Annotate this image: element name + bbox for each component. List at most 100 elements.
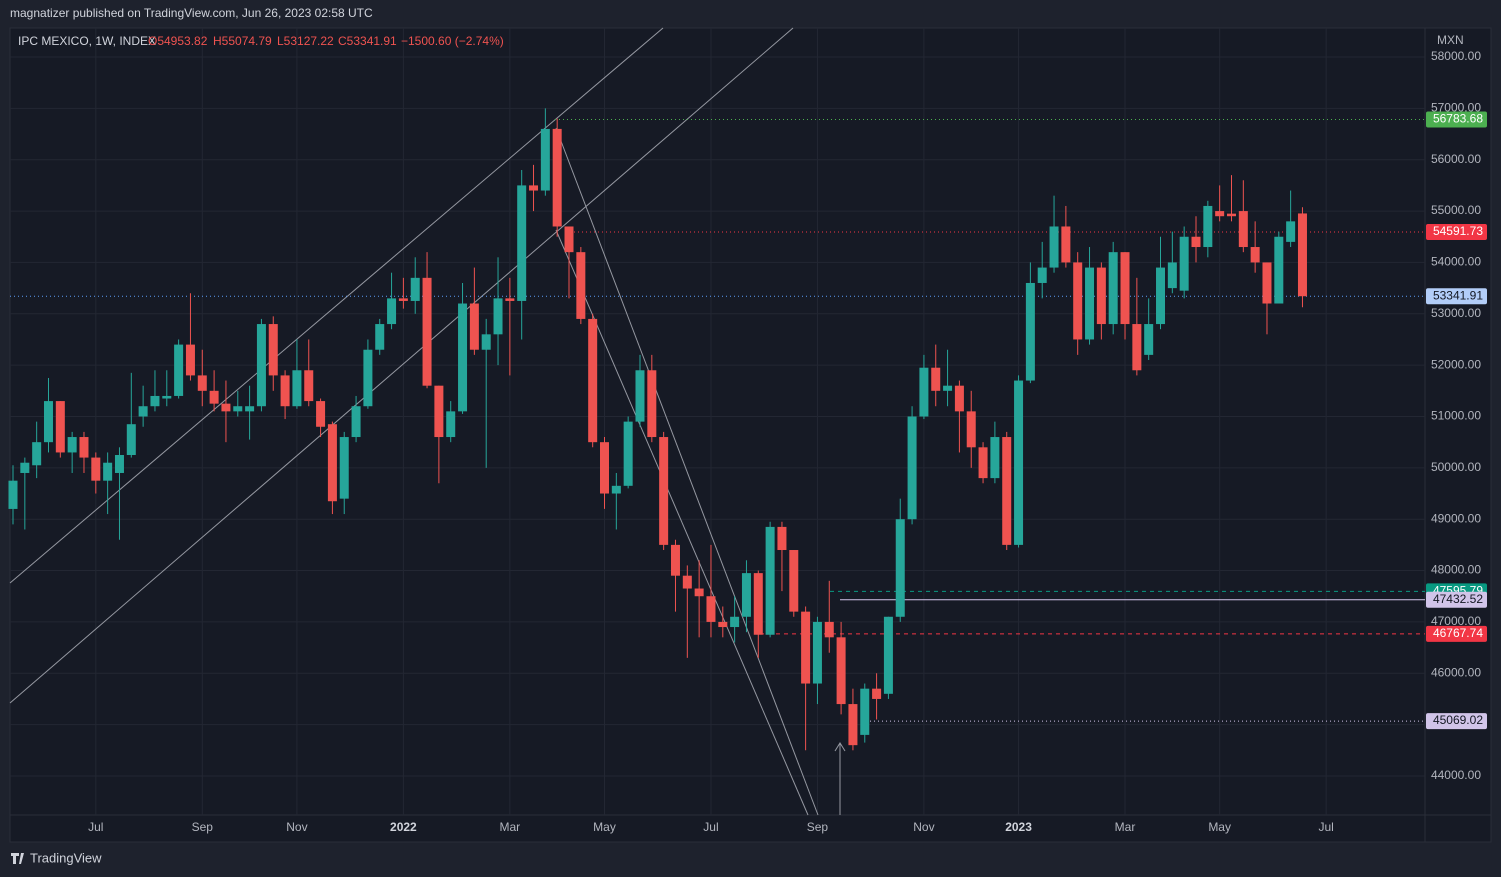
legend: IPC MEXICO, 1W, INDEX O54953.82 H55074.7…: [18, 34, 504, 48]
candle-body: [1014, 380, 1024, 545]
candle-body: [576, 252, 586, 319]
price-label: 45069.02: [1433, 713, 1483, 727]
price-label-bg: [1426, 288, 1487, 305]
candle-body: [150, 395, 160, 407]
candle-body: [1167, 262, 1177, 289]
x-tick-label: Nov: [913, 820, 934, 834]
candle-body: [197, 375, 207, 391]
candle-body: [718, 621, 728, 628]
candle-body: [280, 375, 290, 407]
candle-body: [1215, 211, 1225, 217]
arrow-head: [834, 742, 846, 752]
candle-body: [67, 437, 77, 453]
candle-body: [1179, 236, 1189, 291]
candle-body: [860, 688, 870, 735]
candle-body: [1085, 267, 1095, 340]
trend-line: [9, 27, 794, 704]
candle-body: [221, 403, 231, 412]
candle-body: [753, 573, 763, 635]
candle-body: [990, 437, 1000, 479]
candle-body: [32, 442, 42, 466]
x-tick-label: Jul: [703, 820, 718, 834]
candle-body: [635, 370, 645, 422]
price-label-bg: [1426, 625, 1487, 642]
candle-body: [872, 688, 882, 699]
candle-body: [623, 421, 633, 486]
candle-body: [138, 406, 148, 417]
candle-body: [824, 621, 834, 638]
candle-body: [907, 416, 917, 520]
candle-body: [540, 128, 550, 191]
price-label: 54591.73: [1433, 224, 1483, 238]
candle-body: [1226, 213, 1236, 217]
candle-body: [126, 424, 136, 456]
candle-body: [1049, 226, 1059, 268]
x-tick-label: May: [593, 820, 616, 834]
candle-body: [564, 226, 574, 253]
y-tick-label: 51000.00: [1431, 409, 1481, 423]
candle-body: [209, 390, 219, 404]
candle-body: [943, 385, 953, 391]
candle-body: [588, 318, 598, 443]
price-label-bg: [1426, 111, 1487, 128]
candle-body: [1002, 437, 1012, 545]
candle-body: [292, 370, 302, 407]
candle-body: [505, 298, 515, 301]
candle-body: [114, 455, 124, 473]
price-label: 53341.91: [1433, 288, 1483, 302]
candle-body: [848, 704, 858, 746]
y-tick-label: 50000.00: [1431, 460, 1481, 474]
legend-low: L53127.22: [277, 34, 334, 48]
candle-body: [1120, 252, 1130, 325]
y-tick-label: 47000.00: [1431, 614, 1481, 628]
candle-body: [245, 406, 255, 412]
candle-body: [387, 298, 397, 325]
candle-body: [185, 344, 195, 376]
publisher-line: magnatizer published on TradingView.com,…: [10, 6, 373, 20]
candle-body: [469, 303, 479, 350]
price-label: 56783.68: [1433, 112, 1483, 126]
candle-body: [836, 637, 846, 705]
candle-body: [1025, 282, 1035, 381]
candle-body: [611, 485, 621, 494]
candle-body: [883, 616, 893, 694]
legend-high: H55074.79: [213, 34, 272, 48]
y-tick-label: 58000.00: [1431, 49, 1481, 63]
candle-body: [481, 334, 491, 350]
trend-line: [555, 229, 809, 816]
candle-body: [1286, 221, 1296, 242]
candle-body: [304, 370, 314, 402]
candle-body: [1132, 324, 1142, 371]
candle-body: [20, 462, 30, 473]
price-label-bg: [1426, 713, 1487, 730]
candle-body: [789, 550, 799, 612]
y-tick-label: 54000.00: [1431, 255, 1481, 269]
candle-body: [895, 519, 905, 617]
drawings: [9, 27, 846, 816]
candle-body: [1073, 262, 1083, 340]
price-label: 47432.52: [1433, 592, 1483, 606]
candle-body: [954, 385, 964, 412]
price-label-bg: [1426, 224, 1487, 241]
candle-body: [517, 185, 527, 301]
candle-body: [174, 344, 184, 396]
candle-body: [765, 526, 775, 635]
candle-body: [529, 185, 539, 191]
currency: MXN: [1437, 33, 1464, 47]
candle-body: [1096, 267, 1106, 325]
trend-line: [9, 27, 664, 584]
candle-body: [8, 480, 18, 509]
candle-body: [1191, 236, 1201, 248]
candle-body: [801, 611, 811, 684]
candle-body: [706, 596, 716, 622]
price-label: 46767.74: [1433, 626, 1483, 640]
candle-body: [1156, 267, 1166, 325]
y-tick-label: 57000.00: [1431, 101, 1481, 115]
legend-close: C53341.91: [338, 34, 397, 48]
legend-open: O54953.82: [148, 34, 208, 48]
x-tick-label: 2023: [1005, 820, 1032, 834]
candle-body: [91, 457, 101, 481]
candle-body: [103, 462, 113, 481]
chart-panel: [9, 27, 1492, 843]
candle-body: [398, 298, 408, 301]
